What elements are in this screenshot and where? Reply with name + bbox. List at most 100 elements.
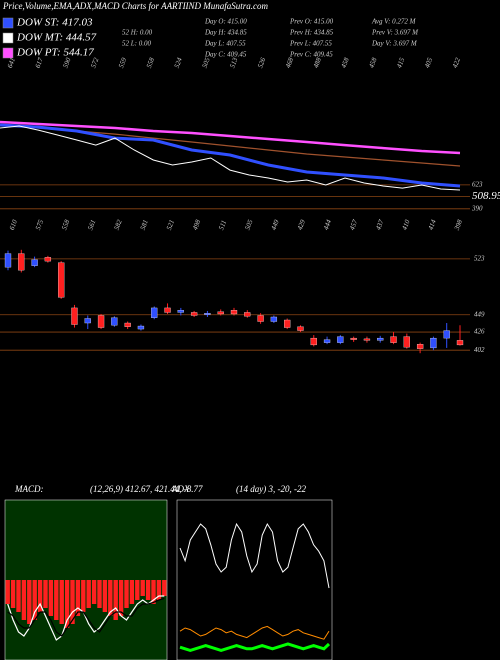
panel-title: ADX bbox=[171, 484, 190, 494]
top-label: 610 bbox=[8, 218, 19, 231]
stat-text: Prev H: 434.85 bbox=[289, 29, 334, 37]
candle-body bbox=[4, 253, 12, 268]
candle-body bbox=[337, 336, 344, 343]
candle-body bbox=[297, 326, 304, 331]
top-label: 575 bbox=[34, 218, 45, 231]
legend-swatch bbox=[2, 32, 14, 44]
macd-bar bbox=[27, 580, 32, 624]
top-label: 582 bbox=[113, 218, 124, 231]
y-tick-label: 623 bbox=[472, 180, 483, 188]
y-tick-label: 402 bbox=[474, 346, 485, 354]
candle-body bbox=[31, 259, 38, 266]
macd-bar bbox=[21, 580, 27, 620]
macd-bar bbox=[129, 580, 135, 604]
top-label: 498 bbox=[191, 218, 202, 231]
candle-body bbox=[443, 330, 450, 339]
y-tick-label: 426 bbox=[474, 328, 485, 336]
candle-body bbox=[204, 313, 211, 315]
candle-body bbox=[71, 307, 78, 325]
price-line bbox=[0, 120, 461, 155]
top-label: 526 bbox=[256, 56, 267, 69]
stat-text: Prev V: 3.697 M bbox=[371, 29, 419, 37]
legend-label: DOW PT: 544.17 bbox=[16, 47, 94, 59]
candle-body bbox=[257, 315, 264, 322]
candle-body bbox=[84, 318, 91, 324]
macd-bar bbox=[156, 580, 162, 600]
candle-body bbox=[403, 336, 410, 348]
candle-body bbox=[58, 262, 65, 298]
macd-bar bbox=[81, 580, 86, 612]
macd-bar bbox=[113, 580, 118, 620]
candle-body bbox=[177, 310, 184, 313]
candle-body bbox=[416, 344, 424, 349]
top-label: 521 bbox=[165, 219, 176, 232]
adx-line bbox=[179, 625, 330, 640]
stat-text: Prev C: 409.45 bbox=[289, 51, 333, 59]
stat-text: Day C: 409.45 bbox=[204, 51, 247, 59]
panel-subtitle: (14 day) 3, -20, -22 bbox=[236, 484, 306, 494]
candle-body bbox=[310, 337, 317, 346]
candle-body bbox=[456, 340, 464, 346]
macd-bar bbox=[16, 580, 21, 612]
y-tick-label: 390 bbox=[471, 204, 483, 212]
macd-bar bbox=[43, 580, 48, 608]
top-label: 468 bbox=[284, 56, 295, 69]
top-label: 559 bbox=[117, 56, 128, 69]
candle-body bbox=[323, 339, 331, 343]
top-label: 458 bbox=[367, 56, 378, 69]
top-label: 617 bbox=[34, 56, 45, 69]
macd-bar bbox=[108, 580, 113, 616]
top-label: 429 bbox=[296, 218, 307, 231]
macd-bar bbox=[162, 580, 167, 596]
top-label: 558 bbox=[145, 56, 156, 69]
candle-body bbox=[217, 311, 224, 315]
top-label: 590 bbox=[61, 56, 72, 69]
candle-body bbox=[18, 253, 25, 271]
macd-bar bbox=[118, 580, 124, 616]
top-label: 422 bbox=[451, 56, 462, 69]
macd-bar bbox=[32, 580, 37, 620]
macd-bar bbox=[5, 580, 10, 604]
stat-text: Day O: 415.00 bbox=[204, 18, 247, 26]
top-label: 457 bbox=[348, 218, 359, 231]
top-label: 414 bbox=[427, 218, 438, 231]
macd-line bbox=[7, 597, 165, 637]
macd-bar bbox=[59, 580, 64, 624]
top-label: 581 bbox=[139, 219, 150, 232]
top-label: 415 bbox=[395, 56, 406, 69]
stat-text: Day L: 407.55 bbox=[204, 40, 246, 48]
candle-body bbox=[244, 312, 251, 317]
macd-bar bbox=[91, 580, 97, 604]
page-title: Price,Volume,EMA,ADX,MACD Charts for AAR… bbox=[2, 1, 269, 11]
top-label: 641 bbox=[6, 57, 17, 70]
y-tick-label: 508.95 bbox=[472, 190, 500, 202]
macd-bar bbox=[10, 580, 16, 608]
macd-bar bbox=[64, 580, 70, 628]
top-label: 444 bbox=[322, 218, 333, 231]
macd-bar bbox=[97, 580, 102, 608]
legend-swatch bbox=[2, 47, 14, 59]
panel-background bbox=[4, 499, 168, 660]
candle-body bbox=[377, 337, 384, 341]
adx-line bbox=[179, 522, 330, 589]
legend-label: DOW MT: 444.57 bbox=[16, 32, 97, 44]
top-label: 505 bbox=[243, 218, 254, 231]
candle-body bbox=[390, 336, 397, 343]
candle-body bbox=[363, 338, 371, 341]
top-label: 449 bbox=[270, 218, 281, 231]
macd-bar bbox=[86, 580, 91, 608]
y-tick-label: 523 bbox=[474, 254, 485, 262]
stat-text: 52 L: 0.00 bbox=[122, 40, 151, 48]
legend-swatch bbox=[2, 17, 14, 29]
candle-body bbox=[164, 307, 171, 313]
top-label: 524 bbox=[173, 56, 184, 69]
macd-bar bbox=[70, 580, 75, 624]
stat-text: Avg V: 0.272 M bbox=[371, 18, 417, 26]
top-label: 505 bbox=[201, 56, 212, 69]
macd-bar bbox=[151, 580, 156, 604]
macd-bar bbox=[102, 580, 108, 612]
candle-body bbox=[230, 310, 238, 315]
candle-body bbox=[44, 257, 52, 262]
top-label: 511 bbox=[217, 219, 228, 231]
